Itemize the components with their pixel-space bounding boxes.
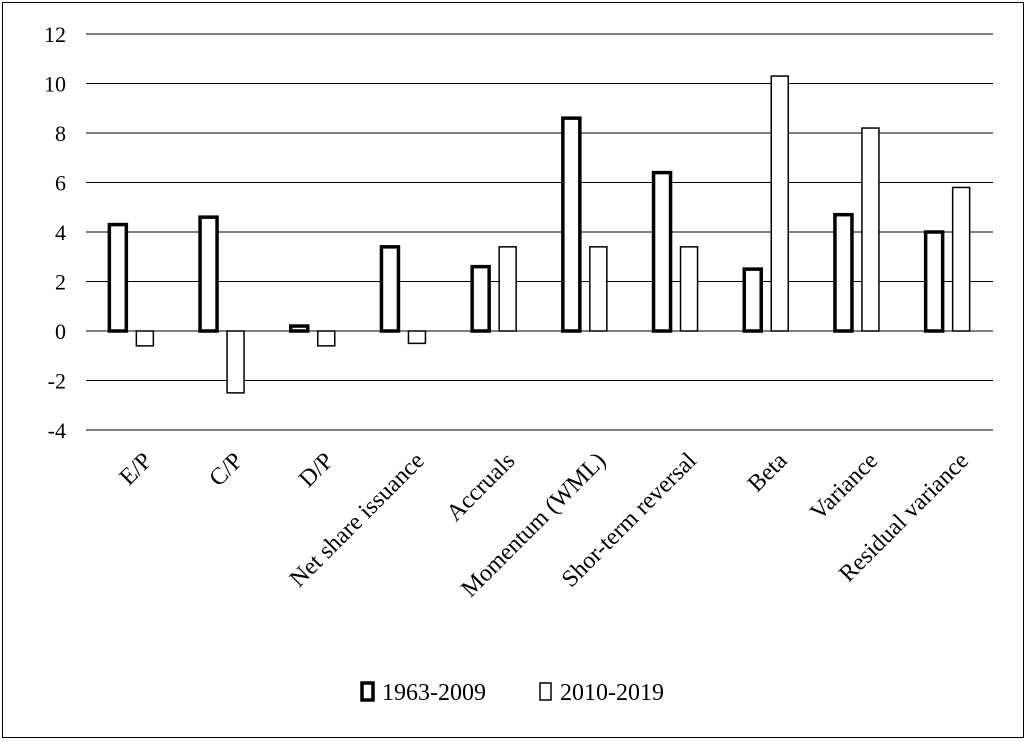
- y-tick-label: 2: [55, 270, 66, 295]
- bar-series-2-8: [861, 127, 880, 332]
- bar-series-1-2: [289, 324, 310, 333]
- category-label: C/P: [204, 448, 248, 492]
- bar-series-2-3: [407, 330, 427, 345]
- category-label: D/P: [294, 448, 339, 493]
- bar-series-1-1: [198, 215, 219, 333]
- category-label: Beta: [743, 448, 793, 498]
- bars: [107, 75, 971, 394]
- y-axis-tick-labels: -4 -2 0 2 4 6 8 10 12: [44, 22, 66, 443]
- y-tick-label: 0: [55, 319, 66, 344]
- y-tick-label: 12: [44, 22, 66, 47]
- category-label: Variance: [805, 448, 883, 526]
- y-tick-label: 8: [55, 121, 66, 146]
- bar-series-2-5: [589, 246, 608, 332]
- y-tick-label: 10: [44, 72, 66, 97]
- bar-series-1-7: [742, 267, 763, 333]
- bar-series-2-0: [135, 330, 155, 347]
- bar-series-1-6: [651, 170, 673, 333]
- y-tick-label: -4: [48, 418, 66, 443]
- legend-swatch-2: [539, 682, 552, 701]
- y-tick-label: -2: [48, 369, 66, 394]
- bar-series-1-3: [379, 245, 401, 333]
- category-label: E/P: [115, 448, 158, 491]
- legend: 1963-2009 2010-2019: [360, 680, 664, 706]
- gridlines: [86, 33, 993, 431]
- bar-series-1-4: [470, 264, 491, 333]
- bar-series-1-9: [923, 230, 945, 333]
- legend-label-1: 1963-2009: [382, 680, 486, 706]
- bar-series-2-6: [679, 246, 699, 332]
- y-tick-label: 4: [55, 220, 66, 245]
- category-label: Accruals: [442, 448, 521, 527]
- bar-series-1-8: [833, 212, 854, 333]
- bar-series-2-9: [951, 186, 971, 332]
- bar-series-2-2: [317, 330, 336, 347]
- bar-series-2-7: [770, 75, 789, 332]
- bar-series-2-4: [498, 246, 517, 332]
- legend-label-2: 2010-2019: [560, 680, 664, 706]
- y-tick-label: 6: [55, 171, 66, 196]
- bar-series-2-1: [226, 330, 245, 394]
- bar-series-1-5: [561, 116, 582, 333]
- bar-series-1-0: [107, 222, 129, 333]
- legend-swatch-1: [360, 681, 375, 702]
